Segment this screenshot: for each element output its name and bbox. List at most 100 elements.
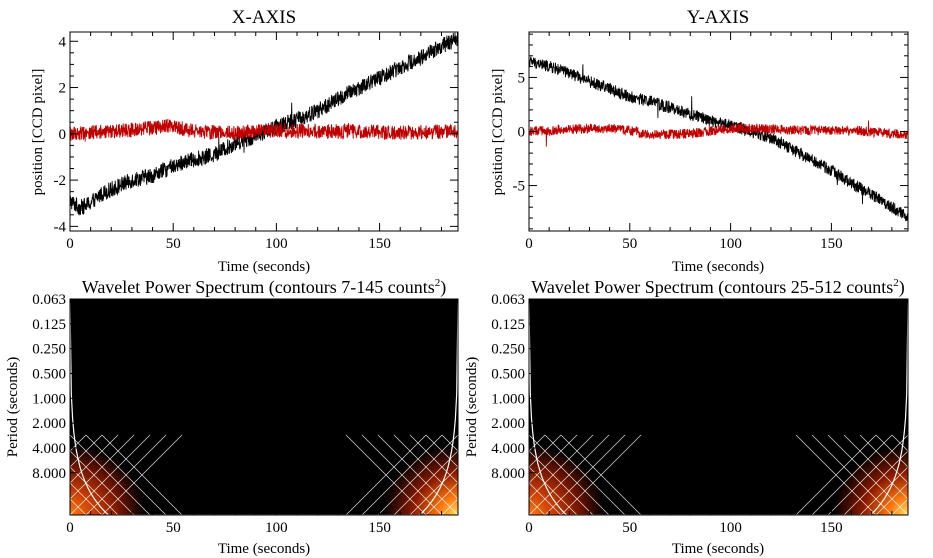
panel-x-axis-series-black — [70, 32, 458, 216]
panel-wavelet-x-ytick-label: 2.000 — [32, 416, 66, 432]
panel-y-axis-plot — [529, 56, 908, 221]
panel-x-axis-plot — [70, 32, 458, 216]
panel-wavelet-y-ytick-label: 8.000 — [491, 466, 525, 482]
panel-wavelet-x-coi-hatch — [425, 482, 458, 515]
panel-wavelet-y-coi-hatch — [907, 514, 908, 515]
panel-wavelet-x-xtick-label: 100 — [265, 520, 288, 536]
panel-wavelet-y-coi-hatch — [529, 450, 594, 515]
panel-wavelet-y-coi-hatch — [560, 434, 642, 515]
panel-wavelet-y-coi-hatch — [924, 435, 933, 515]
panel-wavelet-y-coi-hatch — [529, 466, 578, 515]
panel-wavelet-y-ytick-label: 1.000 — [491, 391, 525, 407]
panel-x-axis-ytick-label: 0 — [59, 127, 67, 143]
panel-wavelet-x-ytick-label: 8.000 — [32, 466, 66, 482]
panel-wavelet-x-title-sup: 2 — [435, 277, 441, 289]
panel-y-axis-title: Y-AXIS — [687, 7, 749, 28]
panel-wavelet-x-ytick-label: 0.125 — [32, 317, 66, 333]
panel-wavelet-y-coi-hatch — [875, 434, 908, 468]
panel-x-axis-xtick-label: 150 — [368, 236, 391, 252]
panel-wavelet-y-coi-hatch — [907, 435, 908, 436]
panel-x-axis-ytick-label: -4 — [54, 219, 67, 235]
panel-wavelet-x-coi-hatch — [70, 466, 119, 515]
panel-y-axis-ytick-label: -5 — [513, 179, 526, 195]
panel-wavelet-x-coi-hatch — [85, 434, 167, 515]
panel-x-axis-ytick-label: 2 — [59, 81, 67, 97]
panel-wavelet-x-xtick-label: 0 — [66, 520, 74, 536]
panel-wavelet-y-title: Wavelet Power Spectrum (contours 25-512 … — [531, 277, 904, 298]
panel-wavelet-y-title-sup: 2 — [893, 277, 899, 289]
panel-wavelet-y-ytick-label: 2.000 — [491, 416, 525, 432]
panel-wavelet-y: Wavelet Power Spectrum (contours 25-512 … — [464, 277, 933, 557]
panel-wavelet-x-coi-hatch — [409, 466, 458, 515]
panel-wavelet-y-ytick-label: 0.125 — [491, 317, 525, 333]
panel-wavelet-y-ytick-label: 0.500 — [491, 366, 525, 382]
panel-wavelet-x-ytick-label: 0.063 — [32, 292, 66, 308]
panel-wavelet-y-xtick-label: 100 — [719, 520, 742, 536]
panel-y-axis-series-red — [529, 120, 908, 147]
panel-wavelet-x-ylabel: Period (seconds) — [5, 357, 21, 457]
panel-y-axis-xtick-label: 50 — [622, 236, 637, 252]
panel-wavelet-y-ylabel: Period (seconds) — [464, 357, 480, 457]
panel-wavelet-x-coi-hatch — [70, 434, 151, 515]
panel-wavelet-y-coi-hatch — [529, 434, 610, 515]
panel-wavelet-y-coi-hatch — [795, 434, 877, 515]
panel-x-axis-ytick-label: -2 — [54, 173, 67, 189]
panel-wavelet-y-xlabel: Time (seconds) — [672, 541, 764, 557]
panel-wavelet-y-xtick-label: 150 — [820, 520, 843, 536]
panel-x-axis-ytick-label: 4 — [59, 34, 67, 50]
panel-y-axis: Y-AXIS 0 50 100 150 -5 0 5 Time (seconds) posi… — [490, 7, 909, 275]
panel-wavelet-x-coi-hatch — [393, 450, 458, 515]
panel-x-axis: X-AXIS 0 50 100 150 -4 -2 0 2 4 Time (seconds) p… — [30, 7, 459, 275]
panel-wavelet-x-coi-hatch — [377, 434, 458, 515]
panel-wavelet-x-ytick-label: 1.000 — [32, 391, 66, 407]
panel-y-axis-xlabel: Time (seconds) — [672, 259, 764, 275]
panel-x-axis-frame — [69, 31, 459, 232]
panel-wavelet-x-ytick-label: 0.250 — [32, 342, 66, 358]
panel-y-axis-xtick-label: 0 — [525, 236, 533, 252]
panel-wavelet-x-frame — [69, 298, 459, 516]
panel-wavelet-y-ytick-label: 0.250 — [491, 342, 525, 358]
panel-x-axis-xtick-label: 50 — [166, 236, 181, 252]
panel-wavelet-y-ytick-label: 4.000 — [491, 441, 525, 457]
panel-wavelet-x-coi-hatch — [70, 498, 87, 515]
panel-wavelet-y-frame — [528, 298, 909, 516]
panel-wavelet-y-coi-hatch — [843, 450, 908, 515]
panel-wavelet-x-plot — [70, 299, 458, 515]
panel-wavelet-x-coi-hatch — [345, 434, 427, 515]
panel-wavelet-y-coi-hatch — [875, 482, 908, 515]
panel-wavelet-x-ytick-label: 4.000 — [32, 441, 66, 457]
panel-wavelet-x-xtick-label: 150 — [368, 520, 391, 536]
panel-y-axis-axes: 0 50 100 150 -5 0 5 — [513, 31, 909, 252]
panel-wavelet-x: Wavelet Power Spectrum (contours 7-145 c… — [5, 277, 459, 557]
panel-y-axis-ytick-label: 5 — [518, 70, 526, 86]
panel-wavelet-x-coi-hatch — [361, 434, 443, 515]
panel-wavelet-y-xtick-label: 0 — [525, 520, 533, 536]
panel-wavelet-y-title-main: Wavelet Power Spectrum (contours 25-512 … — [531, 277, 893, 298]
panel-wavelet-y-axes: 0 50 100 150 0.063 0.125 0.250 0.500 1.000 2.000 4… — [491, 292, 909, 536]
panel-wavelet-y-plot — [529, 299, 933, 515]
panel-wavelet-y-coi-hatch — [924, 435, 933, 515]
panel-wavelet-y-title-end: ) — [899, 277, 905, 298]
panel-wavelet-y-coi-hatch — [859, 466, 908, 515]
panel-x-axis-xtick-label: 0 — [66, 236, 74, 252]
panel-wavelet-x-title-end: ) — [440, 277, 446, 298]
panel-y-axis-xtick-label: 100 — [719, 236, 742, 252]
panel-x-axis-series-red — [70, 118, 458, 142]
panel-wavelet-x-ytick-label: 0.500 — [32, 366, 66, 382]
panel-x-axis-ylabel: position [CCD pixel] — [30, 69, 46, 196]
panel-wavelet-x-coi-hatch — [70, 450, 135, 515]
panel-wavelet-x-coi-hatch — [441, 498, 458, 515]
panel-wavelet-y-coi-hatch — [544, 434, 626, 515]
panel-wavelet-y-ytick-label: 0.063 — [491, 292, 525, 308]
panel-wavelet-x-coi-hatch — [70, 434, 103, 468]
panel-wavelet-x-xtick-label: 50 — [166, 520, 181, 536]
panel-wavelet-x-title-main: Wavelet Power Spectrum (contours 7-145 c… — [82, 277, 435, 298]
panel-x-axis-axes: 0 50 100 150 -4 -2 0 2 4 — [54, 31, 459, 252]
panel-wavelet-y-coi-hatch — [891, 498, 908, 515]
panel-wavelet-y-coi-hatch — [811, 434, 893, 515]
panel-wavelet-y-coi-hatch — [827, 434, 908, 515]
panel-x-axis-title: X-AXIS — [232, 7, 296, 28]
panel-wavelet-y-coi-hatch — [891, 434, 908, 452]
panel-wavelet-y-coi-hatch — [529, 434, 562, 468]
